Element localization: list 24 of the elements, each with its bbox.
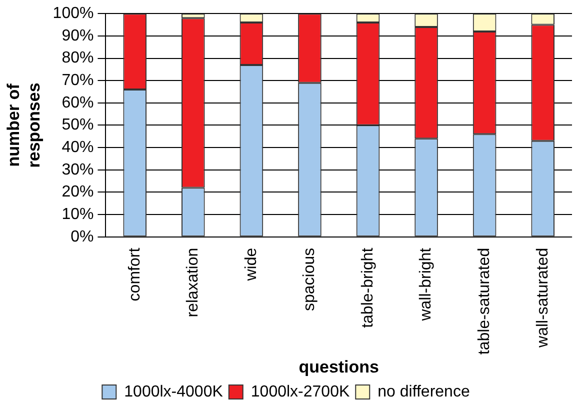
legend-label: 1000lx-4000K <box>124 383 224 400</box>
y-tick-label: 20% <box>62 184 94 201</box>
y-tick-label: 60% <box>62 94 94 112</box>
y-tick-label: 0% <box>70 228 94 246</box>
y-tick-label: 30% <box>62 161 94 178</box>
x-tick-label: wall-saturated <box>534 248 552 348</box>
x-tick-label: relaxation <box>184 248 202 318</box>
legend-label: no difference <box>378 383 470 400</box>
x-tick-label: comfort <box>126 247 144 302</box>
x-tick-label: spacious <box>301 248 318 312</box>
x-tick-label: wide <box>242 248 260 282</box>
legend-label: 1000lx-2700K <box>250 383 350 400</box>
y-tick-label: 10% <box>62 206 94 223</box>
y-tick-label: 70% <box>62 72 94 89</box>
x-tick-label: wall-bright <box>418 247 435 322</box>
x-tick-label: table-bright <box>359 247 376 328</box>
y-tick-label: 80% <box>62 50 94 67</box>
y-tick-label: 40% <box>62 138 94 156</box>
y-tick-label: 50% <box>62 116 94 134</box>
x-axis-title: questions <box>298 357 380 376</box>
x-tick-label: table-saturated <box>476 248 493 355</box>
y-tick-label: 90% <box>62 27 94 44</box>
y-tick-label: 100% <box>52 5 94 22</box>
y-axis-title: number of responses <box>4 82 44 168</box>
